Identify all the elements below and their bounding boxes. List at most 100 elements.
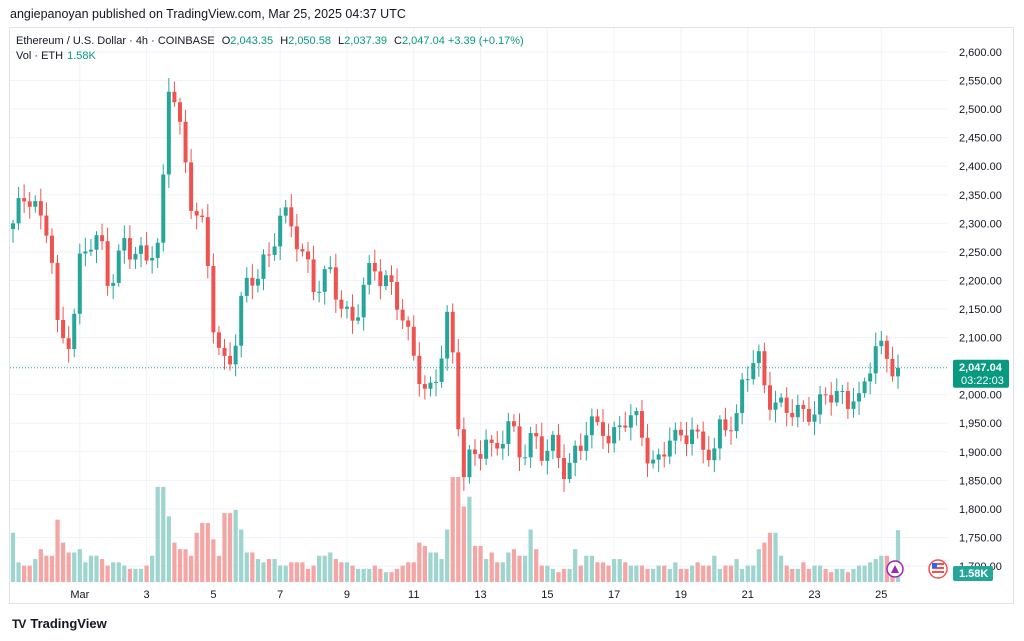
candle — [723, 407, 728, 437]
time-axis[interactable]: Mar 3 5 7 9 11 13 15 17 19 21 23 25 — [70, 589, 887, 601]
candle — [428, 376, 433, 397]
symbol-title[interactable]: Ethereum / U.S. Dollar · 4h · COINBASE — [16, 35, 215, 47]
candle — [389, 265, 394, 295]
time-tick-label: 23 — [808, 589, 820, 601]
candle — [767, 371, 772, 421]
volume-bar — [556, 572, 561, 582]
candle — [812, 401, 817, 436]
candle — [617, 416, 622, 441]
candle — [868, 362, 873, 395]
time-tick-label: 13 — [474, 589, 486, 601]
candle — [61, 306, 66, 344]
price-tick-label: 2,100.00 — [959, 333, 1002, 345]
candle — [122, 225, 127, 264]
candle — [111, 274, 116, 299]
volume-bar — [27, 565, 32, 582]
candle — [801, 400, 806, 422]
candle — [523, 444, 528, 466]
volume-bar — [116, 562, 121, 582]
candle — [556, 424, 561, 469]
candle — [729, 416, 734, 445]
candle — [406, 316, 411, 341]
volume-bar — [227, 513, 233, 582]
volume-bar — [367, 568, 372, 582]
volume-bar — [656, 565, 661, 582]
event-icon[interactable] — [886, 560, 904, 578]
candle — [573, 440, 578, 477]
price-tick-label: 2,250.00 — [959, 247, 1002, 259]
candle — [139, 236, 144, 268]
volume-bar — [411, 562, 416, 582]
volume-bar — [166, 516, 171, 582]
candle — [294, 213, 299, 262]
candle — [628, 404, 633, 441]
price-tick-label: 2,350.00 — [959, 190, 1002, 202]
time-tick-label: 21 — [742, 589, 754, 601]
volume-bar — [172, 542, 177, 582]
volume-bar — [829, 572, 834, 582]
grid-lines — [10, 28, 947, 588]
open-label: O — [221, 35, 231, 47]
price-tick-label: 2,300.00 — [959, 218, 1002, 230]
candle — [623, 411, 628, 432]
close-value: 2,047.04 — [402, 35, 445, 47]
volume-bar — [589, 555, 594, 582]
low-label: L — [338, 35, 345, 47]
footer-brand[interactable]: TV TradingView — [12, 616, 107, 631]
volume-bar — [300, 562, 305, 582]
close-label: C — [394, 35, 402, 47]
candle — [339, 290, 344, 318]
candle — [845, 381, 850, 419]
volume-bar — [88, 555, 94, 582]
volume-bar — [211, 539, 216, 582]
candle — [417, 342, 422, 397]
volume-bar — [879, 555, 884, 582]
time-tick-label: 5 — [210, 589, 216, 601]
volume-bar — [817, 565, 823, 582]
volume-bar — [389, 572, 394, 582]
candle — [500, 430, 505, 460]
last-price-text: 2,047.04 — [959, 362, 1003, 374]
volume-bar — [623, 562, 628, 582]
candle — [884, 335, 889, 373]
volume-bar — [823, 568, 828, 582]
high-label: H — [280, 35, 289, 47]
volume-value: 1.58K — [67, 50, 96, 62]
candle — [322, 265, 327, 305]
price-axis[interactable]: 1,700.001,750.001,800.001,850.001,900.00… — [959, 47, 1002, 573]
candle — [829, 382, 834, 416]
candle — [790, 399, 795, 426]
volume-bar — [650, 568, 656, 582]
candle — [395, 268, 400, 320]
candle — [22, 184, 27, 213]
volume-bar — [645, 568, 650, 582]
chart-frame — [9, 27, 1014, 604]
candle — [879, 331, 884, 355]
volume-bar — [378, 568, 383, 582]
volume-label[interactable]: Vol · ETH — [16, 50, 64, 62]
volume-bar — [317, 555, 322, 582]
volume-bar — [311, 565, 316, 582]
volume-bar — [161, 486, 166, 582]
candle — [422, 375, 427, 400]
flag-icon[interactable] — [928, 559, 948, 579]
candle — [818, 386, 823, 424]
volume-bar — [667, 568, 672, 582]
candle — [411, 315, 416, 361]
price-tick-label: 2,400.00 — [959, 161, 1002, 173]
volume-bar — [383, 572, 389, 582]
candle — [172, 81, 177, 107]
candle — [278, 207, 283, 261]
candle — [545, 439, 550, 475]
candle — [517, 413, 522, 472]
footer-brand-text: TradingView — [30, 616, 107, 631]
volume-bar — [222, 513, 227, 582]
volume-bar — [49, 555, 55, 582]
volume-bar — [361, 568, 366, 582]
volume-bar — [717, 568, 723, 582]
volume-bar — [461, 506, 466, 582]
candle — [372, 249, 377, 281]
volume-bar — [684, 568, 689, 582]
candle — [511, 414, 516, 432]
